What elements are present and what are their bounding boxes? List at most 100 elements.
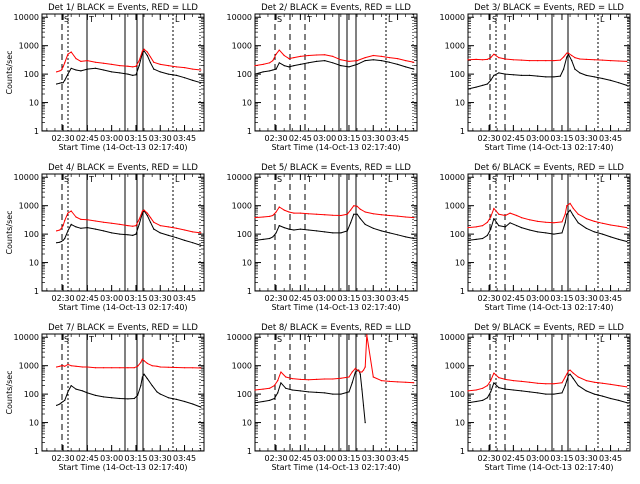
lld-point: [561, 382, 563, 384]
events-point: [482, 84, 484, 86]
lld-point: [275, 53, 277, 55]
lld-point: [564, 376, 566, 378]
x-tick-label: 03:00: [313, 454, 336, 463]
events-point: [593, 231, 596, 233]
lld-point: [262, 388, 264, 390]
lld-point: [566, 52, 568, 54]
x-tick-label: 02:30: [52, 454, 75, 463]
lld-point: [332, 378, 334, 380]
y-tick-label: 100: [450, 70, 465, 79]
lld-point: [569, 202, 571, 204]
lld-point: [67, 363, 69, 366]
marker-glyph: L: [388, 335, 393, 344]
lld-point: [618, 385, 620, 387]
lld-point: [340, 59, 342, 61]
lld-point: [146, 362, 148, 364]
events-point: [293, 65, 295, 67]
events-point: [626, 402, 628, 404]
marker-glyph: S: [64, 335, 69, 344]
events-point: [356, 213, 358, 215]
lld-point: [283, 209, 285, 211]
panel-det-9: Det 9/ BLACK = Events, RED = LLD 1 10 100 10…: [440, 323, 631, 472]
events-point: [159, 71, 161, 73]
y-tick-label: 10000: [440, 13, 465, 22]
events-point: [324, 231, 326, 233]
lld-point: [143, 360, 145, 362]
events-point: [561, 392, 563, 394]
lld-point: [486, 221, 488, 223]
events-point: [192, 242, 194, 244]
lld-point: [504, 58, 506, 60]
lld-point: [482, 59, 484, 61]
lld-point: [356, 205, 358, 207]
y-tick-label: 100: [450, 390, 465, 399]
events-point: [192, 79, 194, 81]
events-point: [143, 50, 145, 52]
panel-det-1: Det 1/ BLACK = Events, RED = LLD 1 10 100 10…: [5, 3, 205, 152]
events-point: [537, 231, 539, 233]
y-tick-label: 100: [237, 230, 252, 239]
events-point: [413, 68, 415, 70]
events-point: [572, 378, 574, 380]
y-tick-label: 1: [460, 127, 465, 136]
plot-frame: [41, 173, 205, 292]
lld-point: [288, 211, 290, 213]
events-point: [127, 398, 129, 400]
events-point: [364, 223, 366, 225]
lld-point: [529, 219, 531, 221]
lld-point: [141, 358, 143, 360]
plot-frame: [41, 333, 205, 452]
lld-point: [559, 59, 561, 61]
x-tick-label: 03:45: [173, 294, 196, 303]
lld-point: [545, 60, 547, 62]
events-point: [316, 60, 318, 63]
lld-point: [94, 367, 97, 369]
events-point: [307, 62, 310, 64]
events-point: [553, 233, 555, 235]
series-events-line: [467, 53, 627, 90]
x-tick-label: 03:00: [100, 134, 123, 143]
events-point: [348, 66, 350, 68]
lld-point: [372, 213, 374, 215]
events-point: [280, 382, 282, 384]
events-point: [200, 406, 202, 408]
lld-point: [359, 371, 361, 373]
marker-glyph: T: [88, 175, 94, 184]
x-tick-label: 03:45: [386, 294, 409, 303]
lld-point: [127, 367, 129, 369]
y-tick-label: 10: [242, 99, 252, 108]
panel-title: Det 3/ BLACK = Events, RED = LLD: [474, 3, 624, 13]
lld-point: [610, 60, 612, 62]
events-point: [75, 388, 77, 390]
events-point: [467, 88, 469, 90]
panel-det-2: Det 2/ BLACK = Events, RED = LLD 1 10 100 10…: [227, 3, 418, 152]
x-tick-label: 03:45: [599, 454, 622, 463]
events-point: [146, 214, 148, 217]
lld-point: [571, 54, 573, 57]
y-tick-label: 10: [455, 419, 465, 428]
series-events-line: [56, 373, 201, 408]
lld-point: [140, 361, 142, 363]
panel-title: Det 8/ BLACK = Events, RED = LLD: [261, 323, 411, 333]
events-point: [94, 67, 97, 69]
lld-point: [175, 227, 178, 229]
series-lld-line: [254, 49, 414, 67]
lld-point: [572, 207, 574, 209]
marker-glyph: S: [492, 335, 497, 344]
marker-glyph: L: [600, 15, 605, 24]
events-point: [56, 242, 58, 244]
plot-frame: [254, 333, 418, 452]
lld-point: [512, 380, 515, 382]
events-point: [94, 394, 97, 396]
events-point: [348, 391, 350, 393]
y-tick-label: 1000: [232, 362, 252, 371]
events-point: [516, 225, 518, 227]
lld-point: [610, 224, 612, 226]
events-point: [601, 77, 604, 80]
lld-point: [184, 67, 186, 69]
events-point: [278, 225, 280, 227]
lld-point: [545, 383, 547, 385]
events-point: [566, 56, 568, 58]
lld-point: [103, 62, 105, 64]
lld-point: [288, 58, 290, 60]
